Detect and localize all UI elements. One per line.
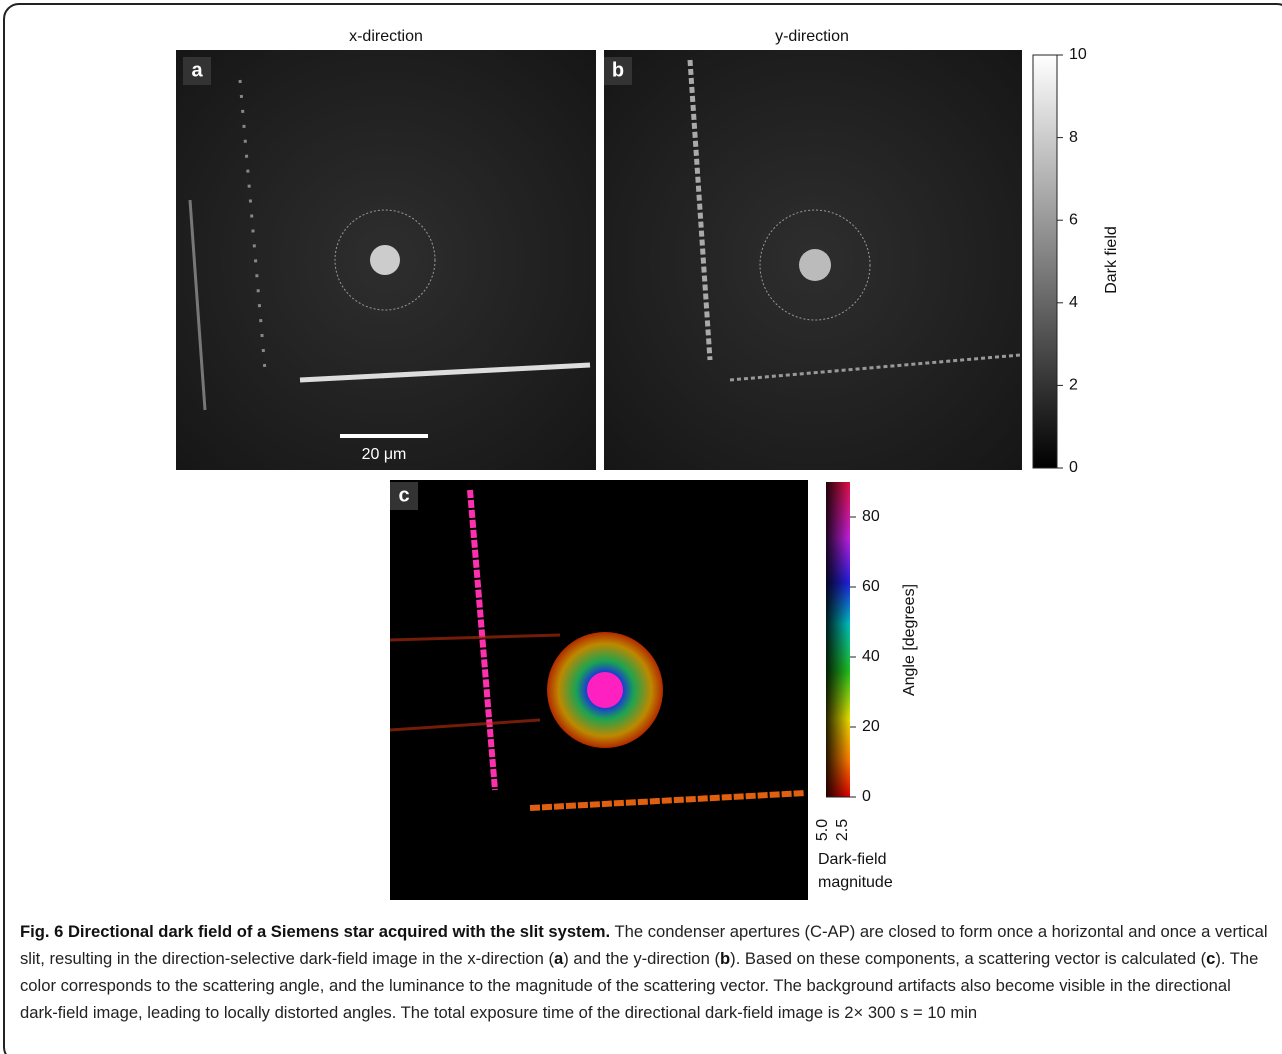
caption-text: ). Based on these components, a scatteri… bbox=[730, 949, 1207, 968]
panel-label: c bbox=[398, 484, 409, 506]
colorbar-magnitude bbox=[826, 482, 850, 797]
figure: a x-direction 20 μm b y-direction c Dark… bbox=[176, 28, 1120, 900]
colorbar-tick-label: 20 bbox=[862, 718, 880, 735]
colorbar-tick-label: 0 bbox=[1069, 459, 1078, 476]
caption-text: ). The color corresponds to the scatteri… bbox=[20, 949, 1259, 1022]
colorbar-tick-label: 8 bbox=[1069, 129, 1078, 146]
caption-text: ) and the y-direction ( bbox=[563, 949, 721, 968]
panel-label: b bbox=[612, 59, 624, 81]
colorbar-tick-label: 10 bbox=[1069, 46, 1087, 63]
magnitude-title: magnitude bbox=[818, 874, 893, 891]
panel-title: y-direction bbox=[775, 28, 849, 45]
scale-bar-label: 20 μm bbox=[362, 446, 407, 463]
image-a bbox=[176, 50, 596, 470]
colorbar-dark-field bbox=[1032, 54, 1058, 469]
image-c bbox=[389, 480, 808, 900]
magnitude-tick-label: 5.0 bbox=[814, 819, 831, 841]
magnitude-tick-label: 2.5 bbox=[834, 819, 851, 841]
colorbar-tick-label: 80 bbox=[862, 508, 880, 525]
caption-text: The condenser apertures (C-AP) are close… bbox=[20, 922, 1268, 968]
caption-title: Fig. 6 Directional dark field of a Sieme… bbox=[20, 922, 611, 941]
caption: Fig. 6 Directional dark field of a Sieme… bbox=[20, 918, 1270, 1026]
panel-title: x-direction bbox=[349, 28, 423, 45]
image-b bbox=[604, 50, 1022, 470]
colorbar-title: Dark field bbox=[1103, 226, 1120, 294]
colorbar-tick-label: 0 bbox=[862, 788, 871, 805]
colorbar-tick-label: 2 bbox=[1069, 377, 1078, 394]
caption-text: b bbox=[720, 949, 731, 968]
caption-text: a bbox=[554, 949, 564, 968]
figure-frame bbox=[3, 3, 1282, 1054]
colorbar-tick-label: 6 bbox=[1069, 211, 1078, 228]
colorbar-title: Angle [degrees] bbox=[901, 584, 918, 696]
panel-label: a bbox=[191, 59, 203, 81]
colorbar-tick-label: 4 bbox=[1069, 294, 1078, 311]
caption-text: c bbox=[1206, 949, 1216, 968]
colorbar-tick-label: 40 bbox=[862, 648, 880, 665]
colorbar-tick-label: 60 bbox=[862, 578, 880, 595]
magnitude-title: Dark-field bbox=[818, 851, 886, 868]
